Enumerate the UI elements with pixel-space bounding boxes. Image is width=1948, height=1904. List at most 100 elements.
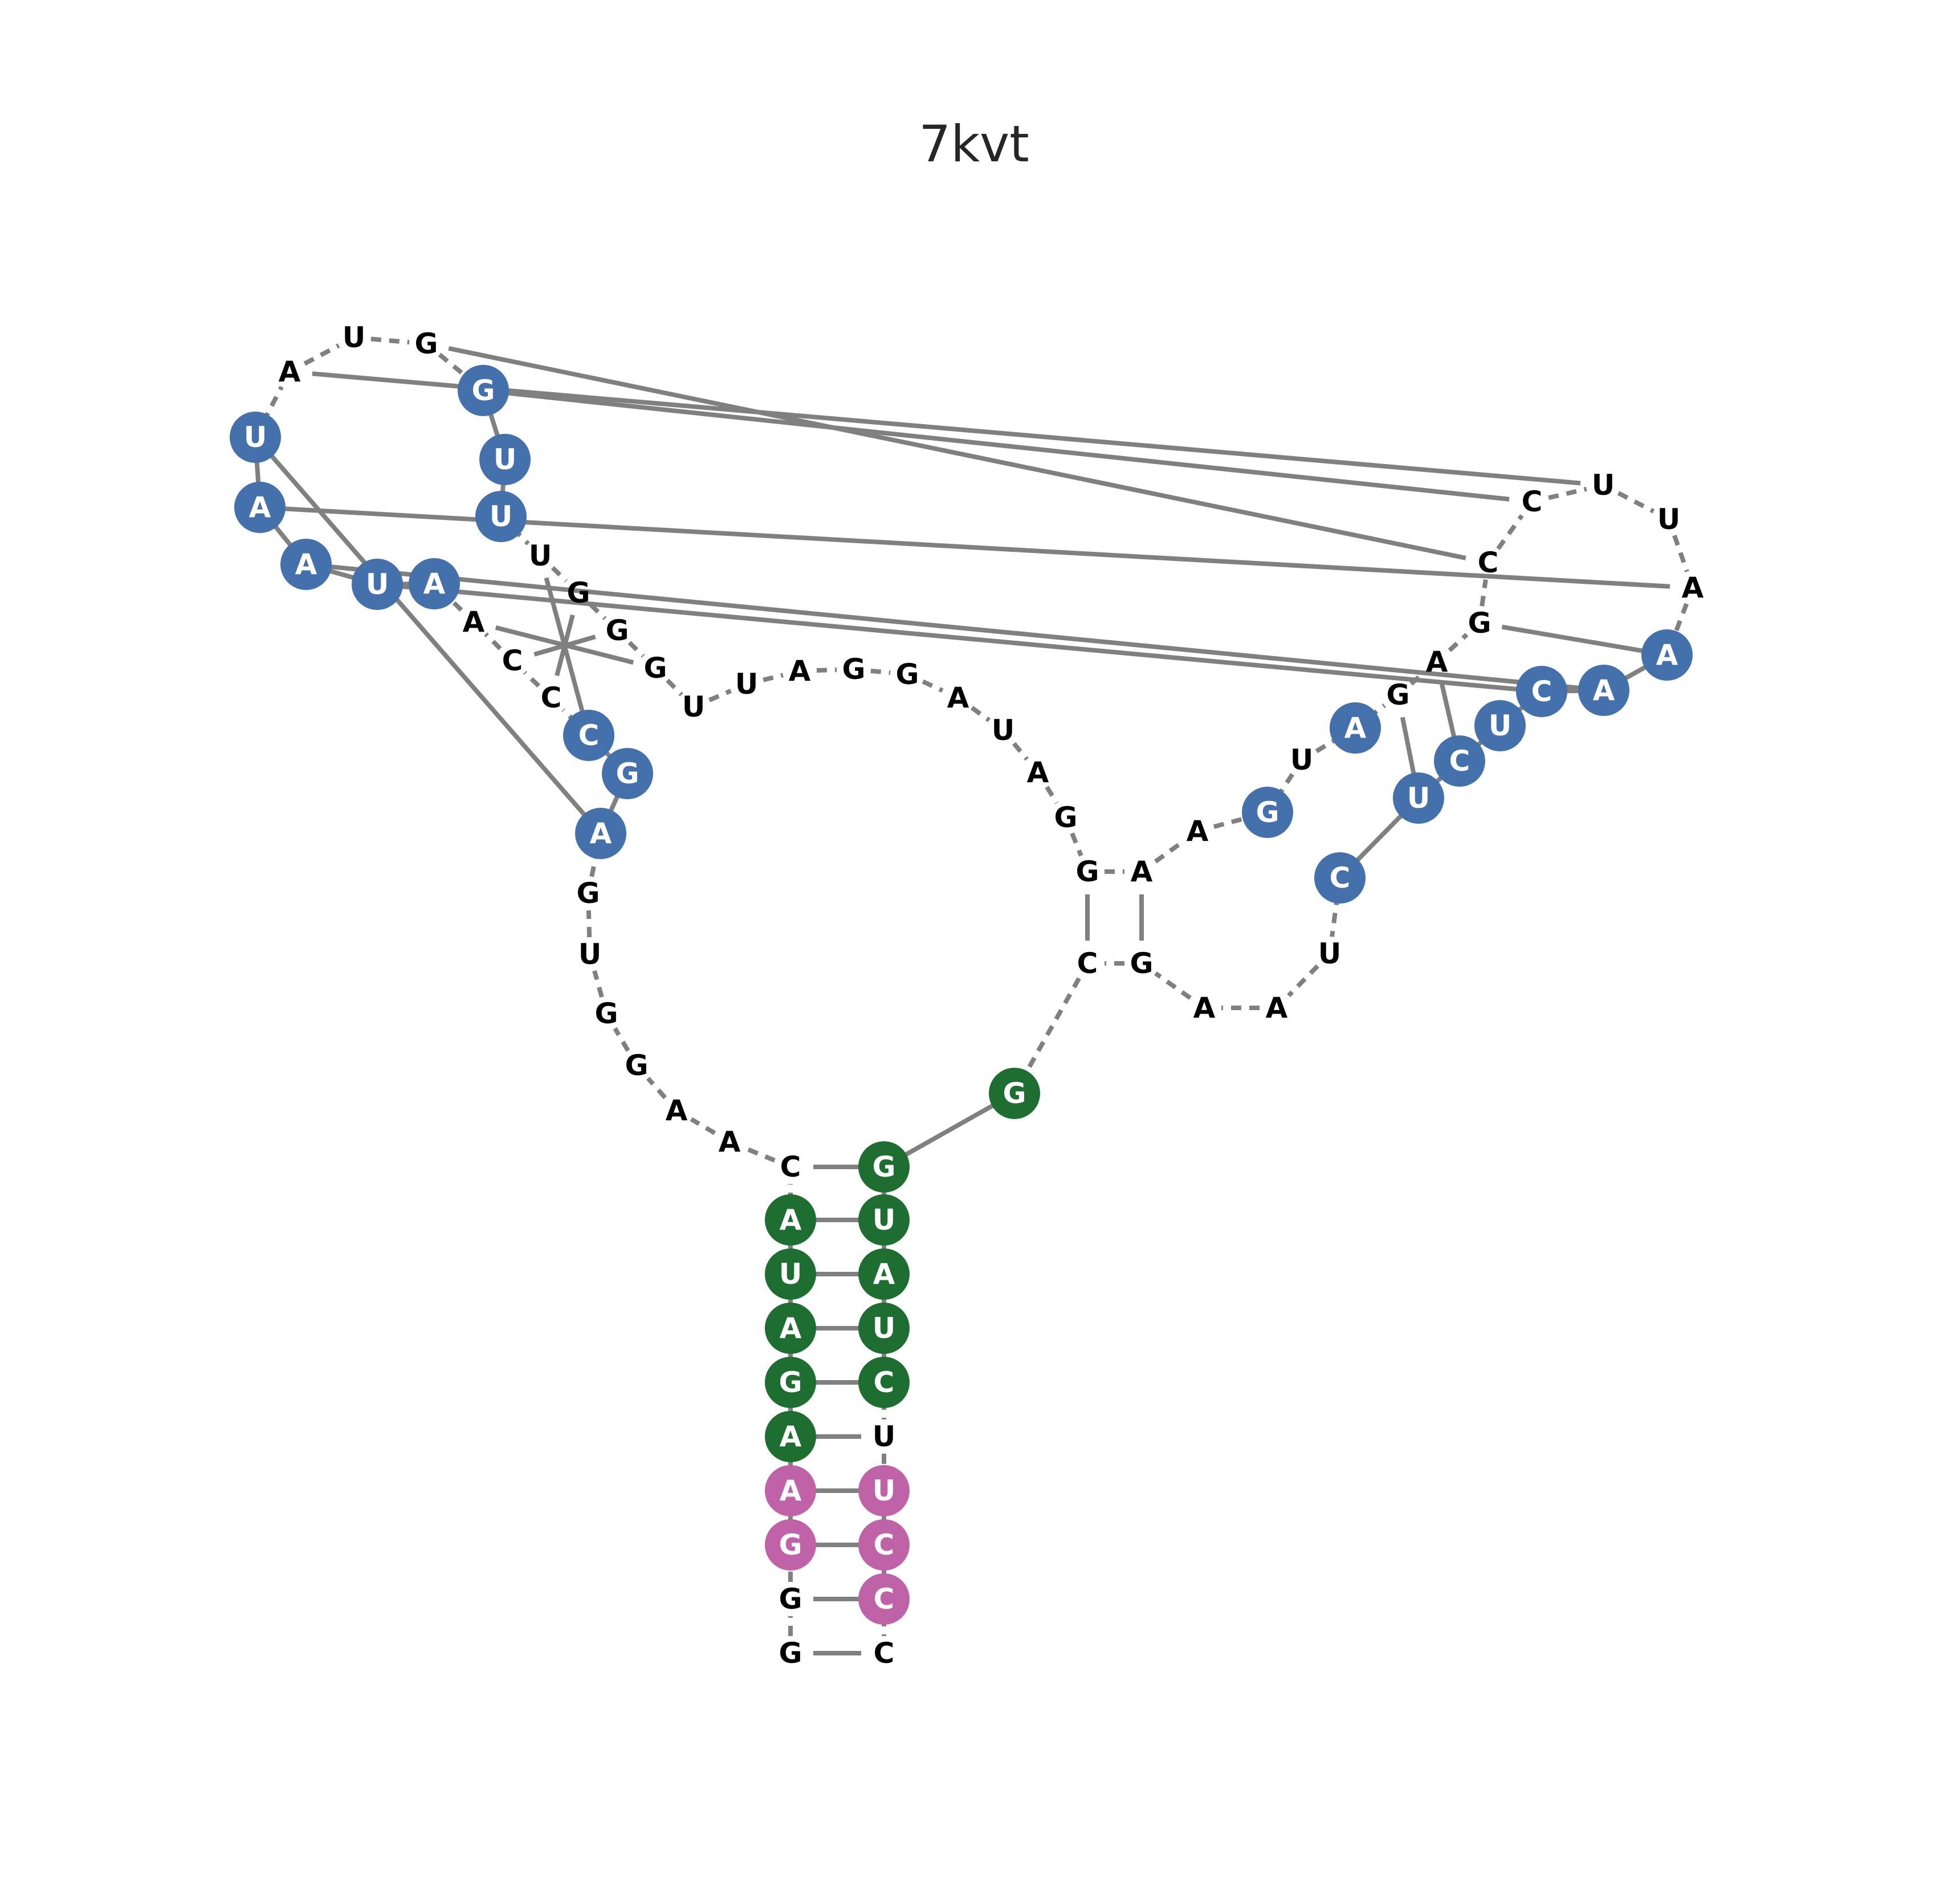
nucleotide: A: [719, 1125, 741, 1158]
nucleotide-label: A: [1266, 991, 1288, 1024]
nucleotide-label: A: [295, 548, 317, 581]
backbone-link: [667, 680, 682, 694]
nucleotide: U: [858, 1465, 910, 1516]
nucleotide: C: [1314, 852, 1366, 904]
backbone-link: [1482, 580, 1486, 607]
nucleotide: U: [992, 714, 1015, 747]
nucleotide: A: [858, 1248, 910, 1300]
nucleotide-label: U: [343, 321, 366, 354]
nucleotide-label: A: [780, 1312, 802, 1345]
nucleotide: A: [1266, 991, 1288, 1024]
nucleotide: A: [279, 355, 301, 388]
nucleotide-label: G: [779, 1366, 802, 1399]
nucleotide: U: [858, 1194, 910, 1246]
backbone-link: [486, 634, 500, 649]
nucleotide: A: [280, 539, 332, 590]
nucleotide: G: [643, 652, 667, 685]
nucleotide: U: [352, 559, 403, 610]
nucleotide: U: [1474, 700, 1526, 751]
base-pair-line: [506, 393, 1509, 499]
nucleotide-label: G: [1130, 947, 1153, 980]
nucleotide-label: U: [873, 1420, 896, 1453]
nucleotide-label: C: [874, 1528, 895, 1561]
nucleotide-label: A: [780, 1203, 802, 1236]
nucleotide-label: G: [576, 877, 600, 910]
backbone-link: [1356, 814, 1403, 861]
nucleotide: A: [1187, 815, 1209, 848]
backbone-link: [904, 1105, 995, 1156]
backbone-link: [1624, 666, 1647, 680]
nucleotide-label: U: [873, 1474, 896, 1507]
nucleotide-label: U: [1592, 469, 1615, 502]
nucleotide: A: [666, 1094, 688, 1127]
nucleotide-label: C: [1522, 485, 1543, 518]
nucleotide: U: [735, 668, 759, 701]
nucleotide: C: [858, 1519, 910, 1571]
nucleotide-label: A: [1193, 991, 1216, 1024]
nucleotide-label: U: [494, 443, 517, 476]
nucleotide-label: C: [874, 1366, 895, 1399]
nucleotide: A: [1330, 702, 1381, 754]
nucleotide: U: [682, 690, 706, 723]
nucleotide: G: [1130, 947, 1153, 980]
nucleotide-label: C: [1449, 744, 1470, 778]
nucleotide-label: U: [578, 938, 602, 971]
backbone-link: [648, 1078, 665, 1097]
backbone-link: [1289, 966, 1318, 995]
backbone-link: [1155, 973, 1190, 998]
nucleotide-label: A: [1344, 711, 1367, 744]
nucleotide-label: C: [502, 644, 523, 677]
nucleotide: G: [625, 1049, 648, 1082]
nucleotide: U: [343, 321, 366, 354]
nucleotide-label: G: [567, 576, 590, 609]
backbone-link: [1014, 743, 1027, 759]
nucleotide: U: [578, 938, 602, 971]
nucleotide: A: [1578, 665, 1629, 716]
nucleotide-label: U: [1318, 937, 1342, 970]
nucleotide: A: [575, 808, 626, 859]
nucleotide-label: U: [1489, 709, 1512, 742]
backbone-link: [615, 1028, 628, 1051]
nucleotide-label: A: [666, 1094, 688, 1127]
nucleotide-label: U: [873, 1312, 896, 1345]
nucleotide-label: A: [780, 1420, 802, 1453]
nucleotide-label: G: [872, 1150, 895, 1183]
nucleotide-label: G: [471, 374, 495, 407]
backbone-link: [1023, 978, 1079, 1079]
backbone-links: [257, 339, 1687, 1636]
nucleotide: A: [765, 1303, 816, 1354]
nucleotide: C: [858, 1573, 910, 1625]
nucleotide: G: [567, 576, 590, 609]
nucleotide: U: [475, 491, 527, 542]
base-pair-line: [1442, 684, 1454, 739]
nucleotide-label: A: [1656, 638, 1678, 672]
nucleotide: U: [1393, 772, 1444, 824]
nucleotide: G: [576, 877, 600, 910]
nucleotide: A: [947, 681, 969, 714]
nucleotide: A: [1193, 991, 1216, 1024]
nucleotide-label: U: [873, 1203, 896, 1236]
nucleotide-label: A: [873, 1258, 895, 1291]
nucleotide: G: [1242, 787, 1293, 838]
backbone-link: [745, 1148, 775, 1160]
backbone-link: [691, 1119, 715, 1133]
nucleotide: G: [765, 1357, 816, 1408]
nucleotide-label: A: [1682, 571, 1704, 604]
nucleotide-label: U: [1657, 503, 1681, 536]
nucleotide-label: A: [1027, 756, 1049, 789]
nucleotide: G: [594, 997, 618, 1030]
nucleotide: A: [234, 482, 286, 533]
nucleotide-label: C: [874, 1637, 895, 1670]
base-pair-lines: [270, 348, 1670, 1653]
nucleotide-label: A: [947, 681, 969, 714]
nucleotide: C: [874, 1637, 895, 1670]
nucleotide: C: [1077, 947, 1098, 980]
nucleotide: A: [1641, 629, 1693, 681]
nucleotide: U: [1318, 937, 1342, 970]
nucleotide: G: [1386, 678, 1409, 711]
nucleotide: C: [1516, 666, 1567, 717]
nucleotide-label: U: [366, 568, 389, 601]
nucleotide: C: [541, 681, 562, 714]
backbone-link: [871, 671, 890, 673]
nucleotide: A: [1027, 756, 1049, 789]
